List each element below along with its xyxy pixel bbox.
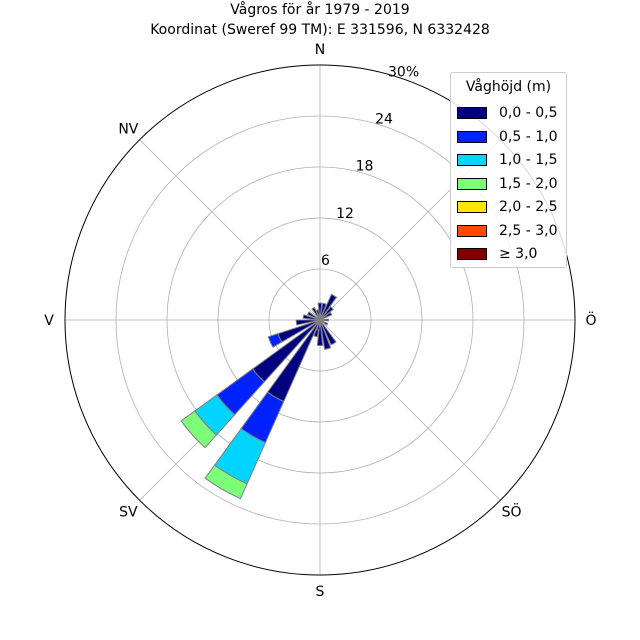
sector-282-bin-0 — [302, 314, 321, 321]
legend-swatch — [457, 107, 487, 119]
sector-30-bin-0 — [319, 293, 338, 321]
sector-165-bin-0 — [319, 319, 332, 350]
sector-228-bin-3 — [180, 410, 218, 449]
legend-label: 2,0 - 2,5 — [499, 199, 558, 215]
legend-label: 1,5 - 2,0 — [499, 175, 558, 192]
radial-tick-label: 24 — [375, 112, 393, 128]
direction-label: N — [315, 42, 325, 58]
legend-item: 0,5 - 1,0 — [457, 127, 557, 147]
grid-spoke — [139, 139, 321, 321]
legend-label: 1,0 - 1,5 — [499, 152, 558, 168]
sector-210-bin-3 — [204, 464, 248, 500]
polar-grid — [64, 64, 576, 576]
legend-swatch — [457, 130, 487, 143]
direction-label: V — [44, 313, 54, 329]
chart-title-line1: Vågros för år 1979 - 2019 — [230, 2, 410, 18]
outer-circle — [64, 64, 576, 576]
direction-label: SÖ — [502, 503, 522, 521]
sector-345-bin-0 — [315, 309, 321, 321]
chart-title: Vågros för år 1979 - 2019 Koordinat (Swe… — [0, 0, 640, 40]
radial-tick-label: 18 — [356, 159, 374, 175]
legend-item: 2,5 - 3,0 — [457, 221, 557, 241]
sector-300-bin-0 — [306, 311, 321, 321]
radial-tick-label: 30% — [388, 64, 419, 80]
legend-label: 0,5 - 1,0 — [499, 128, 558, 145]
sector-120-bin-0 — [319, 319, 329, 326]
direction-label: SV — [119, 505, 138, 521]
legend-label: 2,5 - 3,0 — [499, 222, 558, 239]
legend-swatch — [457, 154, 487, 166]
rose-sectors — [180, 293, 338, 500]
chart-title-line2: Koordinat (Sweref 99 TM): E 331596, N 63… — [150, 22, 490, 38]
direction-label: NV — [118, 121, 138, 137]
sector-264-bin-0 — [295, 319, 321, 326]
legend-swatch — [457, 177, 487, 190]
sector-60-bin-0 — [319, 311, 333, 321]
legend-item: 0,0 - 0,5 — [457, 103, 557, 123]
direction-label: S — [316, 584, 325, 600]
radial-tick-label: 12 — [336, 206, 354, 222]
axis-labels: 6 12 18 24 30% N NV V SV S SÖ Ö — [44, 42, 596, 600]
sector-45-bin-0 — [319, 306, 334, 321]
direction-label: Ö — [585, 311, 596, 329]
sector-180-bin-0 — [316, 319, 324, 346]
legend: Våghöjd (m) 0,0 - 0,5 0,5 - 1,0 1,0 - 1,5 1… — [450, 72, 567, 268]
legend-swatch — [457, 224, 487, 237]
grid-spoke — [319, 319, 501, 501]
legend-item: 2,0 - 2,5 — [457, 197, 557, 217]
sector-0-bin-0 — [317, 302, 323, 321]
sector-330-bin-0 — [311, 306, 321, 321]
sector-246-bin-1 — [267, 333, 283, 348]
radial-tick-label: 6 — [321, 253, 330, 269]
sector-90-bin-0 — [319, 318, 329, 322]
legend-item: ≥ 3,0 — [457, 244, 537, 264]
legend-swatch — [457, 248, 487, 260]
legend-item: 1,0 - 1,5 — [457, 150, 557, 170]
sector-150-bin-0 — [319, 319, 337, 346]
legend-label: 0,0 - 0,5 — [499, 105, 558, 121]
legend-label: ≥ 3,0 — [499, 246, 538, 262]
legend-item: 1,5 - 2,0 — [457, 174, 557, 194]
legend-title: Våghöjd (m) — [465, 79, 552, 95]
legend-swatch — [457, 201, 487, 213]
